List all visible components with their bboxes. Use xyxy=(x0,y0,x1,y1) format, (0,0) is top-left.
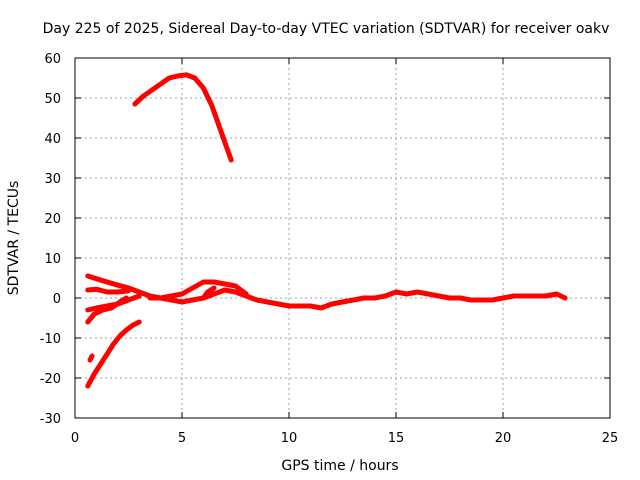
y-tick-label: 20 xyxy=(44,212,61,227)
y-tick-label: 40 xyxy=(44,132,61,147)
x-tick-label: 10 xyxy=(281,431,298,446)
series-arc-main xyxy=(85,273,568,311)
x-tick-label: 0 xyxy=(71,431,79,446)
y-tick-label: 50 xyxy=(44,92,61,107)
x-tick-label: 25 xyxy=(602,431,619,446)
y-tick-label: -10 xyxy=(40,332,61,347)
y-tick-label: 30 xyxy=(44,172,61,187)
series-arc-drop xyxy=(200,285,217,301)
y-axis-label: SDTVAR / TECUs xyxy=(6,181,22,296)
series-layer xyxy=(85,72,568,389)
y-tick-label: 0 xyxy=(53,292,61,307)
x-tick-label: 15 xyxy=(388,431,405,446)
plot-frame xyxy=(74,57,611,419)
x-axis-label: GPS time / hours xyxy=(281,458,398,474)
series-arc-high xyxy=(132,72,234,163)
series-arc-rising xyxy=(85,319,142,389)
y-tick-label: 60 xyxy=(44,52,61,67)
y-tick-label: -30 xyxy=(40,412,61,427)
y-tick-label: -20 xyxy=(40,372,61,387)
series-arc-low-c xyxy=(85,286,131,295)
chart-title: Day 225 of 2025, Sidereal Day-to-day VTE… xyxy=(43,21,610,37)
y-tick-label: 10 xyxy=(44,252,61,267)
grid-layer xyxy=(75,58,610,418)
x-tick-label: 5 xyxy=(178,431,186,446)
series-arc-low-b xyxy=(85,293,142,313)
tick-layer: 0 5 10 15 20 25 -30 -20 -10 0 10 20 30 40 50 60 xyxy=(40,52,619,446)
series-arc-hump xyxy=(147,279,249,301)
x-tick-label: 20 xyxy=(495,431,512,446)
series-arc-short xyxy=(87,353,95,363)
